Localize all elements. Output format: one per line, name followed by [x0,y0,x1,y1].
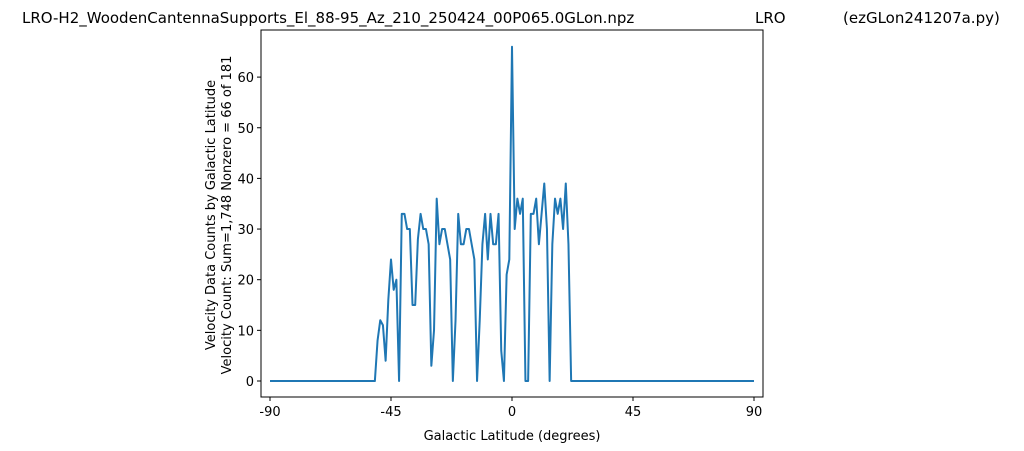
chart-title: LRO-H2_WoodenCantennaSupports_El_88-95_A… [22,9,634,28]
y-tick-label: 40 [237,172,254,187]
y-axis-label: Velocity Count: Sum=1,748 Nonzero = 66 o… [220,56,235,375]
y-tick-label: 60 [237,71,254,86]
x-tick-label: -45 [380,405,401,420]
y-tick-label: 50 [237,122,254,137]
chart-title-right: (ezGLon241207a.py) [843,9,1000,27]
y-axis-label: Velocity Data Counts by Galactic Latitud… [204,80,219,350]
x-axis-label: Galactic Latitude (degrees) [424,429,601,444]
x-tick-label: 90 [746,405,763,420]
y-tick-label: 10 [237,324,254,339]
x-tick-label: 45 [625,405,642,420]
y-tick-label: 0 [246,375,254,390]
y-tick-label: 30 [237,223,254,238]
data-line [270,45,754,382]
chart-title-center: LRO [755,9,786,27]
plot-frame [260,29,764,398]
x-tick-label: 0 [508,405,516,420]
x-tick-label: -90 [259,405,280,420]
y-tick-label: 20 [237,274,254,289]
